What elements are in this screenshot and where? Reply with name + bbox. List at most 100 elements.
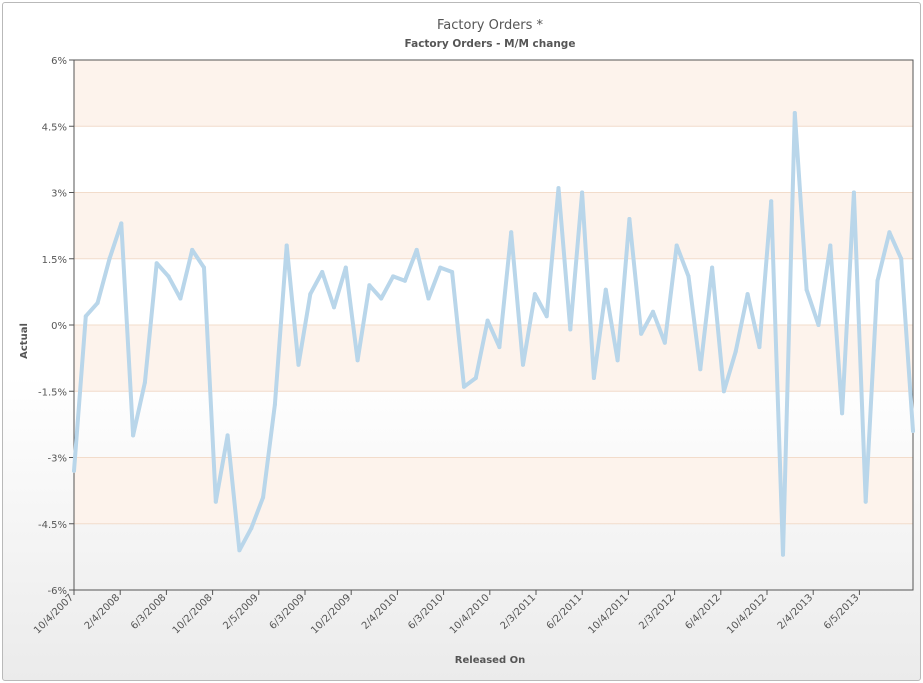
y-axis: 6% 4.5% 3% 1.5% 0% -1.5% -3% -4.5% -6% [38, 56, 74, 597]
x-tick-label: 10/2/2009 [309, 592, 353, 636]
data-point [686, 274, 691, 279]
data-point [899, 256, 904, 261]
y-tick-label: -6% [48, 586, 67, 597]
data-point [804, 287, 809, 292]
x-tick-label: 6/4/2012 [683, 592, 723, 632]
data-point [556, 186, 561, 191]
data-point [462, 384, 466, 389]
data-point [651, 309, 655, 314]
y-tick-label: 3% [51, 189, 67, 200]
data-point [272, 402, 277, 407]
data-point [131, 433, 136, 438]
chart-band [74, 60, 913, 127]
data-point [438, 265, 443, 270]
x-tick-label: 2/4/2008 [83, 592, 123, 632]
data-point [521, 362, 525, 367]
data-point [851, 190, 856, 195]
data-point [83, 314, 88, 319]
data-point [154, 261, 159, 266]
x-tick-label: 10/4/2010 [448, 592, 492, 636]
data-point [875, 278, 880, 283]
x-tick-label: 2/3/2012 [637, 592, 677, 632]
data-point [792, 111, 797, 115]
data-point [249, 526, 254, 531]
data-point [178, 296, 183, 301]
data-point [627, 217, 632, 221]
data-point [911, 429, 915, 433]
data-point [473, 376, 478, 380]
data-point [509, 230, 514, 235]
data-point [202, 265, 206, 270]
x-tick-label: 2/3/2011 [499, 592, 539, 632]
data-point [367, 283, 372, 288]
data-point [615, 358, 620, 363]
series-line [72, 111, 915, 557]
data-point [781, 552, 785, 557]
data-point [840, 411, 845, 416]
y-tick-label: 1.5% [42, 255, 67, 266]
y-tick-label: 0% [51, 321, 67, 332]
data-point [757, 345, 762, 350]
x-axis: 10/4/2007 2/4/2008 6/3/2008 10/2/2008 2/5/20… [32, 590, 862, 636]
data-point [544, 314, 549, 319]
data-point [237, 548, 242, 553]
data-point [532, 292, 537, 297]
data-point [710, 265, 715, 270]
data-point [402, 278, 407, 283]
data-point [887, 230, 892, 235]
data-point [284, 243, 289, 248]
x-tick-label: 10/4/2011 [586, 592, 630, 636]
data-point [662, 340, 667, 345]
y-tick-label: -3% [48, 454, 67, 465]
data-point [213, 499, 218, 504]
data-point [426, 296, 431, 301]
data-point [95, 300, 100, 305]
x-tick-label: 6/2/2011 [545, 592, 585, 632]
data-point [580, 190, 585, 195]
chart-band [74, 192, 913, 259]
data-point [119, 221, 124, 226]
x-tick-label: 2/4/2010 [360, 592, 400, 632]
data-point [72, 468, 76, 473]
data-point [769, 199, 774, 204]
data-point [497, 345, 502, 350]
data-point [414, 247, 419, 252]
data-point [142, 380, 147, 385]
y-tick-label: -4.5% [38, 520, 67, 531]
data-point [308, 292, 313, 297]
data-point [261, 495, 266, 500]
x-tick-label: 10/4/2012 [725, 592, 769, 636]
data-point [828, 243, 833, 248]
y-axis-label: Actual [19, 323, 30, 359]
data-point [721, 389, 726, 394]
data-point [450, 270, 455, 274]
x-tick-label: 2/4/2013 [776, 592, 816, 632]
data-point [296, 362, 301, 367]
data-point [391, 274, 396, 279]
data-point [863, 499, 868, 504]
data-point [225, 433, 230, 438]
x-tick-label: 6/3/2008 [129, 592, 169, 632]
data-point [745, 292, 750, 297]
data-point [343, 265, 348, 270]
data-point [733, 349, 738, 354]
data-point [485, 318, 490, 323]
data-point [674, 243, 679, 248]
x-tick-label: 6/3/2009 [268, 592, 308, 632]
x-tick-label: 6/5/2013 [822, 592, 862, 632]
data-point [355, 358, 360, 363]
data-point [568, 327, 573, 332]
data-point [591, 376, 596, 380]
data-point [603, 287, 608, 292]
data-point [379, 296, 384, 301]
x-tick-label: 6/3/2010 [406, 592, 446, 632]
data-point [107, 256, 112, 261]
data-point [639, 331, 644, 336]
data-point [698, 367, 703, 372]
y-tick-label: -1.5% [38, 387, 67, 398]
y-tick-label: 4.5% [42, 122, 67, 133]
x-axis-label: Released On [455, 655, 525, 666]
chart-subtitle: Factory Orders - M/M change [405, 38, 576, 50]
y-tick-label: 6% [51, 56, 67, 67]
